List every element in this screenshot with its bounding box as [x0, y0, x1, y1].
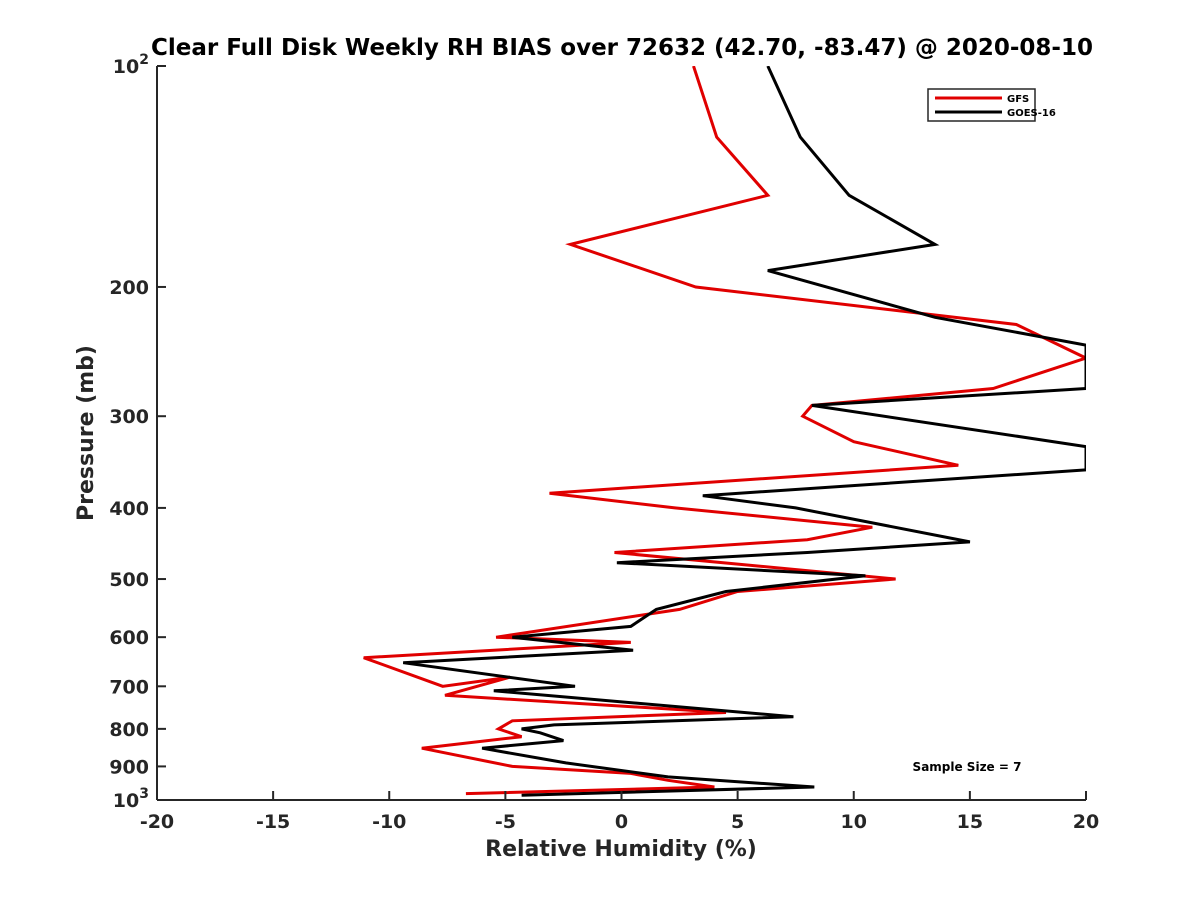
y-tick-label: 600: [109, 627, 149, 649]
y-axis-label: Pressure (mb): [74, 345, 99, 521]
y-tick-label: 800: [109, 719, 149, 741]
sample-size-annotation: Sample Size = 7: [913, 760, 1022, 774]
y-tick-label: 300: [109, 406, 149, 428]
series-layer: [363, 66, 1086, 797]
series-line-gfs: [363, 66, 1086, 796]
x-axis-label: Relative Humidity (%): [485, 837, 757, 862]
series-line-goes-16: [402, 66, 1086, 797]
axes-layer: -20 -15 -10 -5 0 5 10 15 20 102 200 300 400 500 600 700…: [109, 52, 1099, 833]
legend-label: GFS: [1007, 94, 1029, 105]
y-tick-label: 400: [109, 498, 149, 520]
x-tick-label: 10: [841, 811, 867, 833]
legend-label: GOES-16: [1007, 108, 1056, 119]
y-tick-label: 500: [109, 569, 149, 591]
y-tick-label: 700: [109, 676, 149, 698]
y-tick-label: 103: [113, 786, 149, 812]
legend: GFS GOES-16: [927, 88, 1056, 122]
x-tick-label: -5: [495, 811, 516, 833]
x-tick-label: 15: [957, 811, 983, 833]
x-tick-label: 5: [731, 811, 744, 833]
y-tick-label: 900: [109, 756, 149, 778]
x-tick-label: -20: [140, 811, 174, 833]
x-tick-label: 20: [1073, 811, 1099, 833]
x-tick-label: -10: [372, 811, 406, 833]
chart-title: Clear Full Disk Weekly RH BIAS over 7263…: [151, 35, 1093, 61]
legend-box: [927, 88, 1036, 122]
x-tick-label: 0: [615, 811, 628, 833]
y-tick-label: 200: [109, 277, 149, 299]
y-tick-label: 102: [113, 52, 149, 78]
x-tick-label: -15: [256, 811, 290, 833]
